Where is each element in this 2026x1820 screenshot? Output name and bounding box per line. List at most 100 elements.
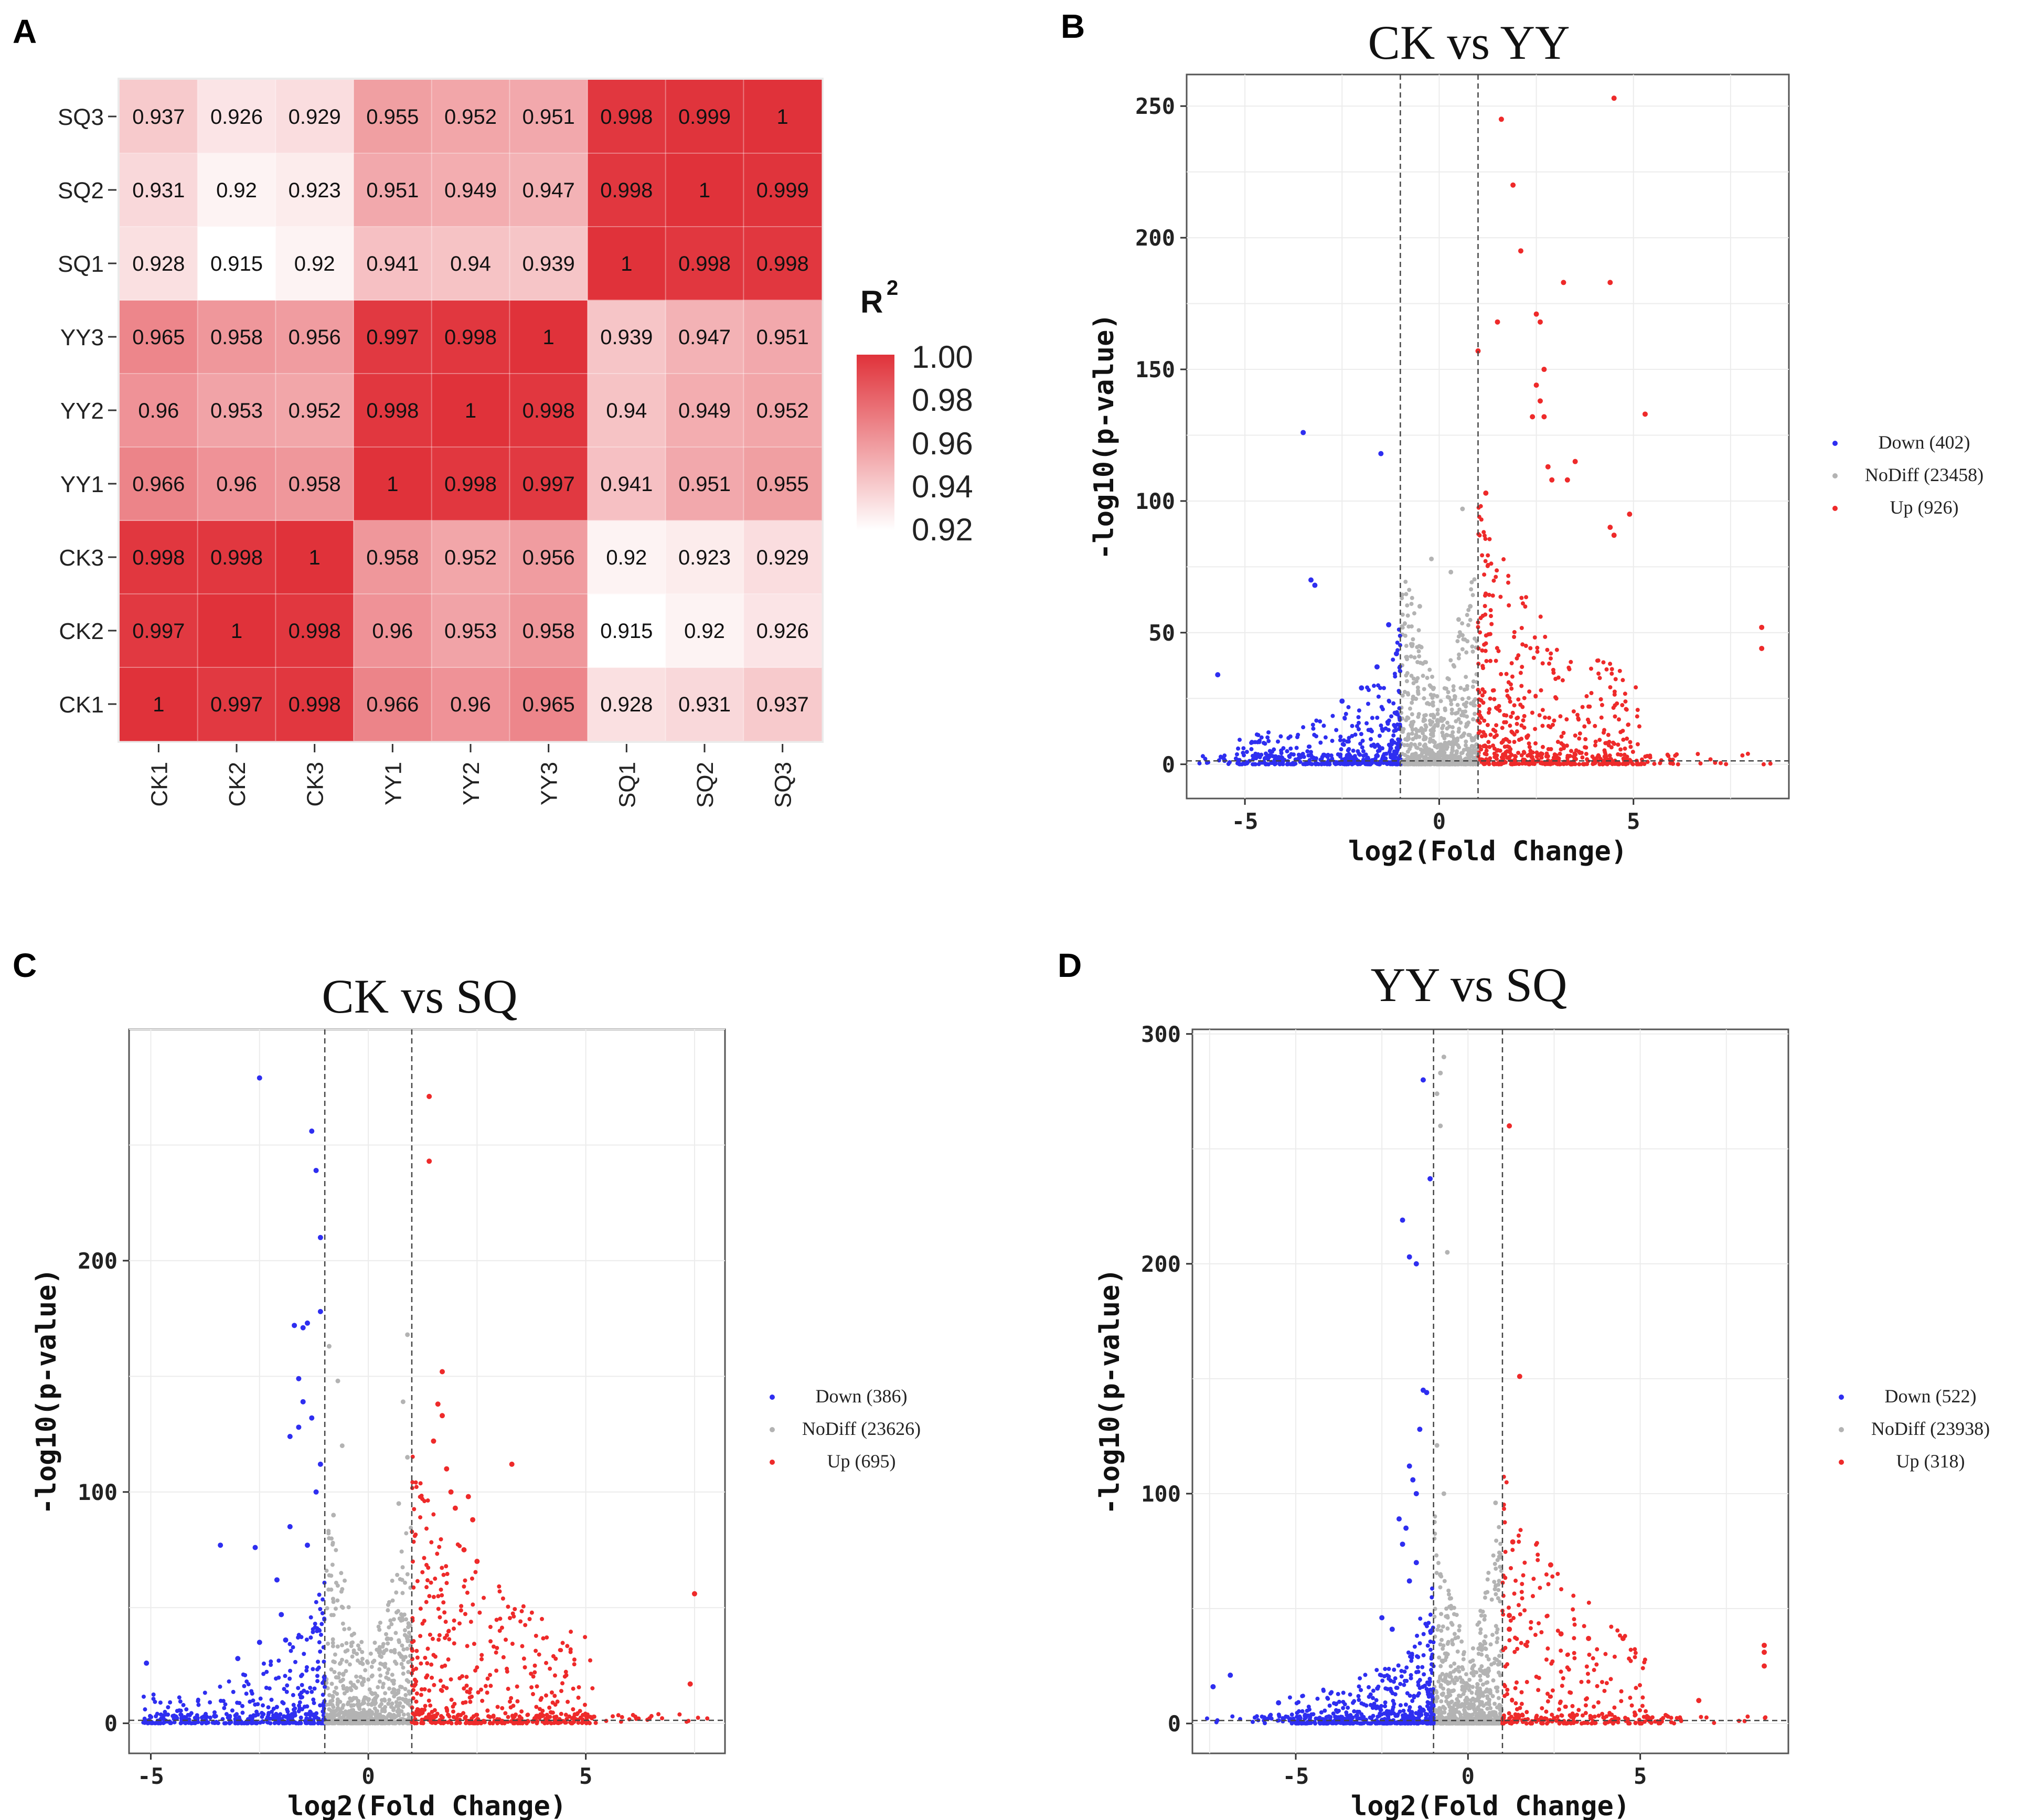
- data-point-down: [1336, 1691, 1340, 1696]
- data-point-up: [1510, 710, 1515, 715]
- data-point-nodiff: [1430, 757, 1435, 761]
- data-point-nodiff: [403, 1693, 408, 1697]
- data-point-up: [422, 1687, 427, 1691]
- chart-title: YY vs SQ: [1371, 958, 1568, 1012]
- data-point-up: [1520, 665, 1524, 669]
- heatmap-cell-value: 0.998: [756, 252, 809, 275]
- heatmap-cell-value: 0.998: [678, 252, 731, 275]
- data-point-nodiff: [323, 1720, 328, 1725]
- data-point-nodiff: [1442, 1579, 1447, 1583]
- data-point-nodiff: [347, 1626, 351, 1631]
- data-point-nodiff: [1460, 506, 1465, 512]
- data-point-down: [1391, 752, 1395, 757]
- data-point-up: [470, 1716, 474, 1721]
- data-point-nodiff: [1453, 762, 1457, 767]
- data-point-down: [1312, 732, 1317, 737]
- data-point-nodiff: [1456, 1665, 1461, 1670]
- heatmap-cell: [120, 594, 198, 668]
- data-point-up: [691, 1591, 697, 1597]
- data-point-up: [491, 1713, 496, 1718]
- data-point-up: [458, 1608, 463, 1613]
- data-point-nodiff: [1423, 713, 1428, 718]
- data-point-nodiff: [1415, 759, 1420, 763]
- data-point-up: [519, 1716, 524, 1721]
- data-point-up: [482, 1595, 486, 1600]
- data-point-down: [168, 1721, 173, 1726]
- data-point-up: [1564, 717, 1569, 722]
- data-point-up: [1516, 697, 1521, 702]
- heatmap-cell-value: 1: [465, 399, 476, 422]
- data-point-up: [1535, 645, 1540, 650]
- data-point-nodiff: [400, 1578, 404, 1582]
- data-point-nodiff: [405, 1572, 410, 1577]
- data-point-up: [1539, 760, 1544, 765]
- data-point-up: [1497, 708, 1502, 713]
- data-point-up: [535, 1684, 539, 1689]
- data-point-nodiff: [1449, 711, 1454, 716]
- data-point-down: [204, 1721, 209, 1726]
- data-point-up: [485, 1676, 490, 1681]
- data-point-nodiff: [360, 1649, 365, 1654]
- data-point-up: [1607, 280, 1613, 285]
- data-point-up: [1502, 713, 1507, 718]
- data-point-up: [491, 1644, 496, 1649]
- data-point-nodiff: [1447, 1705, 1452, 1709]
- data-point-up: [1724, 762, 1729, 767]
- heatmap-cell-value: 0.939: [523, 252, 575, 275]
- data-point-nodiff: [1448, 1675, 1453, 1679]
- data-point-up: [1718, 761, 1723, 765]
- data-point-nodiff: [369, 1665, 374, 1669]
- data-point-down: [227, 1720, 232, 1725]
- data-point-up: [1513, 754, 1518, 759]
- data-point-nodiff: [1407, 588, 1412, 592]
- data-point-nodiff: [406, 1660, 411, 1665]
- heatmap-cell-value: 0.939: [600, 326, 653, 349]
- data-point-nodiff: [349, 1633, 354, 1637]
- data-point-down: [1366, 1721, 1370, 1726]
- data-point-nodiff: [1454, 751, 1459, 755]
- data-point-up: [1500, 726, 1505, 730]
- data-point-down: [151, 1697, 156, 1701]
- data-point-nodiff: [376, 1685, 380, 1689]
- data-point-up: [1708, 757, 1713, 762]
- heatmap-cell-value: 0.998: [444, 326, 497, 349]
- data-point-up: [582, 1702, 587, 1707]
- y-tick-label: 150: [1135, 357, 1175, 382]
- data-point-up: [452, 1626, 456, 1631]
- data-point-down: [1320, 754, 1325, 759]
- data-point-nodiff: [1452, 737, 1456, 741]
- data-point-up: [437, 1545, 442, 1549]
- data-point-up: [1573, 733, 1577, 738]
- data-point-nodiff: [1485, 1654, 1489, 1658]
- data-point-down: [1430, 1595, 1434, 1600]
- data-point-down: [1370, 758, 1374, 762]
- data-point-up: [548, 1715, 552, 1719]
- data-point-nodiff: [1498, 1564, 1502, 1569]
- heatmap-row-label: YY1: [60, 472, 104, 497]
- data-point-up: [1483, 648, 1488, 653]
- heatmap-cell-value: 0.949: [444, 179, 497, 202]
- data-point-down: [1385, 720, 1390, 725]
- data-point-down: [1281, 746, 1286, 751]
- data-point-up: [461, 1547, 467, 1553]
- data-point-nodiff: [389, 1649, 394, 1654]
- data-point-nodiff: [356, 1679, 360, 1684]
- data-point-up: [417, 1712, 422, 1717]
- data-point-nodiff: [1443, 1658, 1447, 1663]
- data-point-up: [426, 1566, 431, 1570]
- heatmap-cell-value: 1: [777, 105, 788, 129]
- plot-area: [128, 1028, 726, 1754]
- data-point-nodiff: [1463, 637, 1467, 642]
- data-point-up: [1551, 670, 1556, 675]
- data-point-nodiff: [401, 1705, 406, 1709]
- data-point-up: [412, 1684, 417, 1688]
- heatmap-col-label: YY3: [537, 762, 562, 805]
- data-point-nodiff: [377, 1650, 381, 1655]
- data-point-down: [297, 1707, 302, 1711]
- data-point-nodiff: [1471, 744, 1476, 749]
- data-point-nodiff: [1448, 569, 1454, 574]
- data-point-nodiff: [1416, 649, 1421, 654]
- data-point-down: [1263, 741, 1267, 746]
- data-point-down: [1374, 1668, 1379, 1673]
- data-point-down: [1384, 751, 1389, 756]
